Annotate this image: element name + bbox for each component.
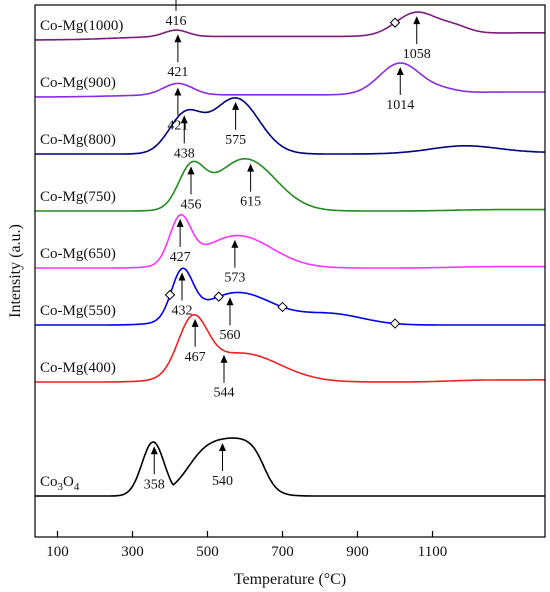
peak-label: 358	[144, 477, 165, 492]
series-label-co-mg-900-: Co-Mg(900)	[40, 75, 116, 91]
arrow-head	[396, 67, 404, 76]
peak-label: 421	[167, 65, 188, 80]
arrow-head	[174, 87, 182, 96]
chart-annotations: Co-Mg(1300)1076416Co-Mg(1000)1058421Co-M…	[40, 0, 431, 493]
arrow-head	[220, 354, 228, 363]
arrow-head	[174, 34, 182, 43]
peak-label: 438	[174, 146, 195, 161]
series-label-co-mg-1000-: Co-Mg(1000)	[40, 18, 123, 34]
x-tick-label: 1100	[418, 544, 447, 560]
arrow-head	[191, 318, 199, 327]
diamond-marker	[213, 291, 224, 302]
x-tick-label: 300	[121, 544, 144, 560]
diamond-marker	[389, 318, 401, 329]
diamond-marker	[277, 301, 288, 313]
curve-co-mg-650-	[35, 213, 545, 269]
peak-label: 573	[224, 271, 245, 286]
series-label-co-mg-400-: Co-Mg(400)	[40, 360, 116, 376]
curve-co-mg-800-	[35, 97, 545, 155]
arrow-head	[226, 297, 234, 306]
peak-label: 544	[214, 386, 235, 401]
chart-curves	[35, 11, 545, 497]
curve-co-mg-400-	[35, 314, 545, 383]
arrow-head	[247, 163, 255, 172]
curve-co-mg-1000-	[35, 11, 545, 41]
x-axis-ticks: 100 300 500 700 900 1100	[46, 531, 447, 560]
diamond-marker	[164, 289, 176, 301]
arrow-head	[187, 166, 195, 175]
peak-label: 432	[172, 303, 193, 318]
plot-frame	[34, 4, 546, 538]
peak-label: 1058	[403, 47, 431, 62]
peak-label: 467	[185, 350, 206, 365]
x-tick-label: 100	[46, 544, 69, 560]
arrow-head	[231, 239, 239, 248]
arrow-head	[219, 443, 226, 452]
curve-co-mg-900-	[35, 62, 545, 98]
y-axis-label: Intensity (a.u.)	[7, 224, 24, 318]
curve-co3o4	[35, 437, 545, 497]
curve-co-mg-750-	[35, 158, 545, 212]
x-tick-label: 700	[271, 544, 294, 560]
peak-label: 416	[166, 14, 187, 29]
series-label-co-mg-650-: Co-Mg(650)	[40, 246, 116, 262]
series-label-co-mg-550-: Co-Mg(550)	[40, 303, 116, 319]
peak-label: 456	[181, 197, 202, 212]
curve-co-mg-550-	[35, 267, 545, 326]
arrow-head	[232, 101, 240, 110]
series-label-co3o4: Co3O4	[40, 474, 80, 493]
arrow-head	[178, 272, 186, 281]
peak-label: 575	[225, 133, 246, 148]
x-tick-label: 500	[196, 544, 219, 560]
peak-label: 615	[240, 195, 261, 210]
arrow-head	[180, 115, 188, 124]
arrow-head	[413, 16, 421, 25]
peak-label: 1014	[386, 98, 414, 113]
arrow-head	[150, 446, 158, 455]
peak-label: 427	[170, 250, 191, 265]
series-label-co-mg-800-: Co-Mg(800)	[40, 132, 116, 148]
x-axis-label: Temperature (°C)	[234, 571, 346, 588]
x-tick-label: 900	[346, 544, 369, 560]
arrow-head	[176, 218, 184, 227]
peak-label: 560	[220, 328, 241, 343]
series-label-co-mg-750-: Co-Mg(750)	[40, 189, 116, 205]
diamond-marker	[389, 17, 401, 28]
peak-label: 540	[212, 474, 233, 489]
